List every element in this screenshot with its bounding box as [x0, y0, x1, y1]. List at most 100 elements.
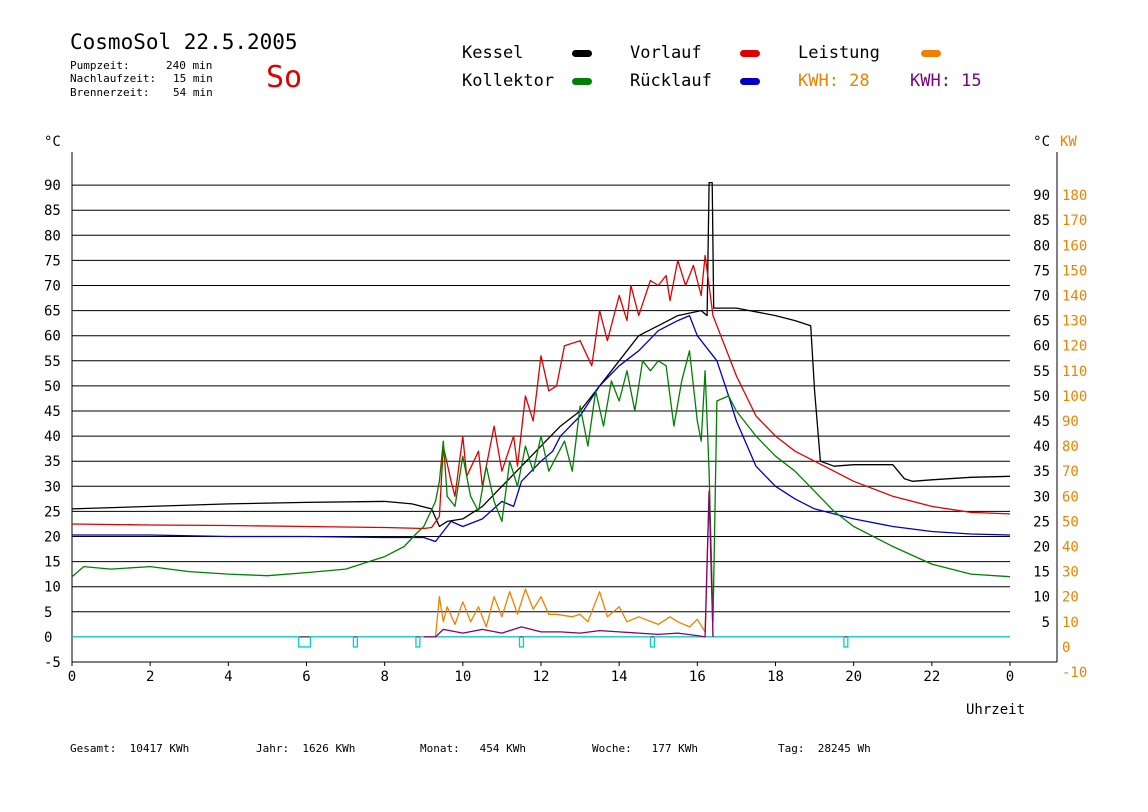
y-tick-label-left: 80 — [44, 228, 61, 244]
y-tick-label-left: 90 — [44, 178, 61, 194]
legend-kollektor: Kollektor — [462, 71, 555, 91]
legend-ruecklauf-swatch — [740, 78, 760, 85]
footer-jahr: Jahr: 1626 KWh — [256, 742, 356, 755]
y-tick-label-left: 0 — [44, 630, 52, 646]
x-tick-label: 0 — [68, 669, 76, 685]
y-tick-label-left: 85 — [44, 203, 61, 219]
y-tick-label-left: 50 — [44, 379, 61, 395]
x-tick-label: 22 — [923, 669, 940, 685]
kw-tick-label: 120 — [1062, 339, 1087, 355]
y-axis-unit-right: °C — [1033, 134, 1050, 150]
x-tick-label: 12 — [533, 669, 550, 685]
series-line-leistung — [423, 490, 714, 638]
footer-monat: Monat: 454 KWh — [420, 742, 526, 755]
series-line-kollektor — [71, 350, 1011, 623]
y-tick-label-left: 10 — [44, 580, 61, 596]
y-tick-label-right: 25 — [1033, 514, 1050, 530]
legend-kwh-1: KWH: 28 — [798, 71, 870, 91]
chart-title: CosmoSol 22.5.2005 — [70, 30, 298, 54]
kw-tick-label: 130 — [1062, 314, 1087, 330]
nachlaufzeit-label: Nachlaufzeit: — [70, 72, 157, 85]
kw-tick-label: -10 — [1062, 665, 1087, 681]
y-tick-label-right: 35 — [1033, 464, 1050, 480]
kw-tick-label: 180 — [1062, 188, 1087, 204]
y-tick-label-right: 90 — [1033, 188, 1050, 204]
footer-tag: Tag: 28245 Wh — [778, 742, 871, 755]
kw-tick-label: 50 — [1062, 514, 1079, 530]
kw-tick-label: 60 — [1062, 489, 1079, 505]
series-line-pumpe — [72, 636, 1010, 648]
kw-tick-label: 150 — [1062, 263, 1087, 279]
x-tick-label: 4 — [224, 669, 232, 685]
kw-tick-label: 140 — [1062, 289, 1087, 305]
y-tick-label-right: 20 — [1033, 540, 1050, 556]
kw-tick-label: 90 — [1062, 414, 1079, 430]
kw-tick-label: 30 — [1062, 565, 1079, 581]
legend-vorlauf-swatch — [740, 50, 760, 57]
kw-tick-label: 160 — [1062, 238, 1087, 254]
kw-tick-label: 10 — [1062, 615, 1079, 631]
y-tick-label-right: 75 — [1033, 263, 1050, 279]
y-tick-label-left: 60 — [44, 329, 61, 345]
pumpzeit-label: Pumpzeit: — [70, 59, 130, 72]
legend-leistung-swatch — [921, 50, 941, 57]
weekday-label: So — [266, 60, 303, 95]
y-tick-label-left: 35 — [44, 454, 61, 470]
x-tick-label: 2 — [146, 669, 154, 685]
legend-leistung: Leistung — [798, 43, 880, 63]
kw-axis-unit: KW — [1060, 134, 1077, 150]
nachlaufzeit-value: 15 min — [173, 72, 213, 85]
series-line-vorlauf — [71, 254, 1011, 530]
y-tick-label-right: 65 — [1033, 314, 1050, 330]
y-tick-label-left: 30 — [44, 479, 61, 495]
x-tick-label: 20 — [845, 669, 862, 685]
y-tick-label-right: 80 — [1033, 238, 1050, 254]
x-tick-label: 6 — [302, 669, 310, 685]
kw-tick-label: 0 — [1062, 640, 1070, 656]
y-tick-label-left: 75 — [44, 253, 61, 269]
kw-tick-label: 40 — [1062, 540, 1079, 556]
series-line-kwh-2 — [423, 490, 714, 638]
y-tick-label-right: 40 — [1033, 439, 1050, 455]
y-tick-label-right: 50 — [1033, 389, 1050, 405]
y-tick-label-right: 30 — [1033, 489, 1050, 505]
legend-kessel-swatch — [572, 50, 592, 57]
y-tick-label-left: 55 — [44, 354, 61, 370]
y-tick-label-right: 10 — [1033, 590, 1050, 606]
x-tick-label: 16 — [689, 669, 706, 685]
y-tick-label-left: 45 — [44, 404, 61, 420]
y-tick-label-left: -5 — [44, 655, 61, 671]
y-tick-label-right: 5 — [1042, 615, 1050, 631]
brennerzeit-label: Brennerzeit: — [70, 86, 150, 99]
legend-kessel: Kessel — [462, 43, 524, 63]
y-tick-label-left: 25 — [44, 504, 61, 520]
x-tick-label: 10 — [454, 669, 471, 685]
x-tick-label: 14 — [611, 669, 628, 685]
kw-tick-label: 170 — [1062, 213, 1087, 229]
y-tick-label-right: 55 — [1033, 364, 1050, 380]
x-axis-label: Uhrzeit — [966, 702, 1026, 718]
y-tick-label-right: 85 — [1033, 213, 1050, 229]
y-tick-label-right: 60 — [1033, 339, 1050, 355]
kw-tick-label: 80 — [1062, 439, 1079, 455]
series-line-kessel — [71, 181, 1011, 528]
pumpzeit-value: 240 min — [166, 59, 213, 72]
y-tick-label-left: 70 — [44, 279, 61, 295]
kw-tick-label: 110 — [1062, 364, 1087, 380]
x-tick-label: 18 — [767, 669, 784, 685]
y-tick-label-right: 15 — [1033, 565, 1050, 581]
x-tick-label: 8 — [380, 669, 388, 685]
legend-ruecklauf: Rücklauf — [630, 71, 712, 91]
y-tick-label-right: 45 — [1033, 414, 1050, 430]
y-tick-label-right: 70 — [1033, 289, 1050, 305]
x-tick-label: 0 — [1006, 669, 1014, 685]
kw-tick-label: 70 — [1062, 464, 1079, 480]
kw-tick-label: 20 — [1062, 590, 1079, 606]
legend-vorlauf: Vorlauf — [630, 43, 702, 63]
brennerzeit-value: 54 min — [173, 86, 213, 99]
kw-tick-label: 100 — [1062, 389, 1087, 405]
y-tick-label-left: 5 — [44, 605, 52, 621]
y-tick-label-left: 20 — [44, 530, 61, 546]
series-line-r-cklauf — [72, 314, 1011, 543]
